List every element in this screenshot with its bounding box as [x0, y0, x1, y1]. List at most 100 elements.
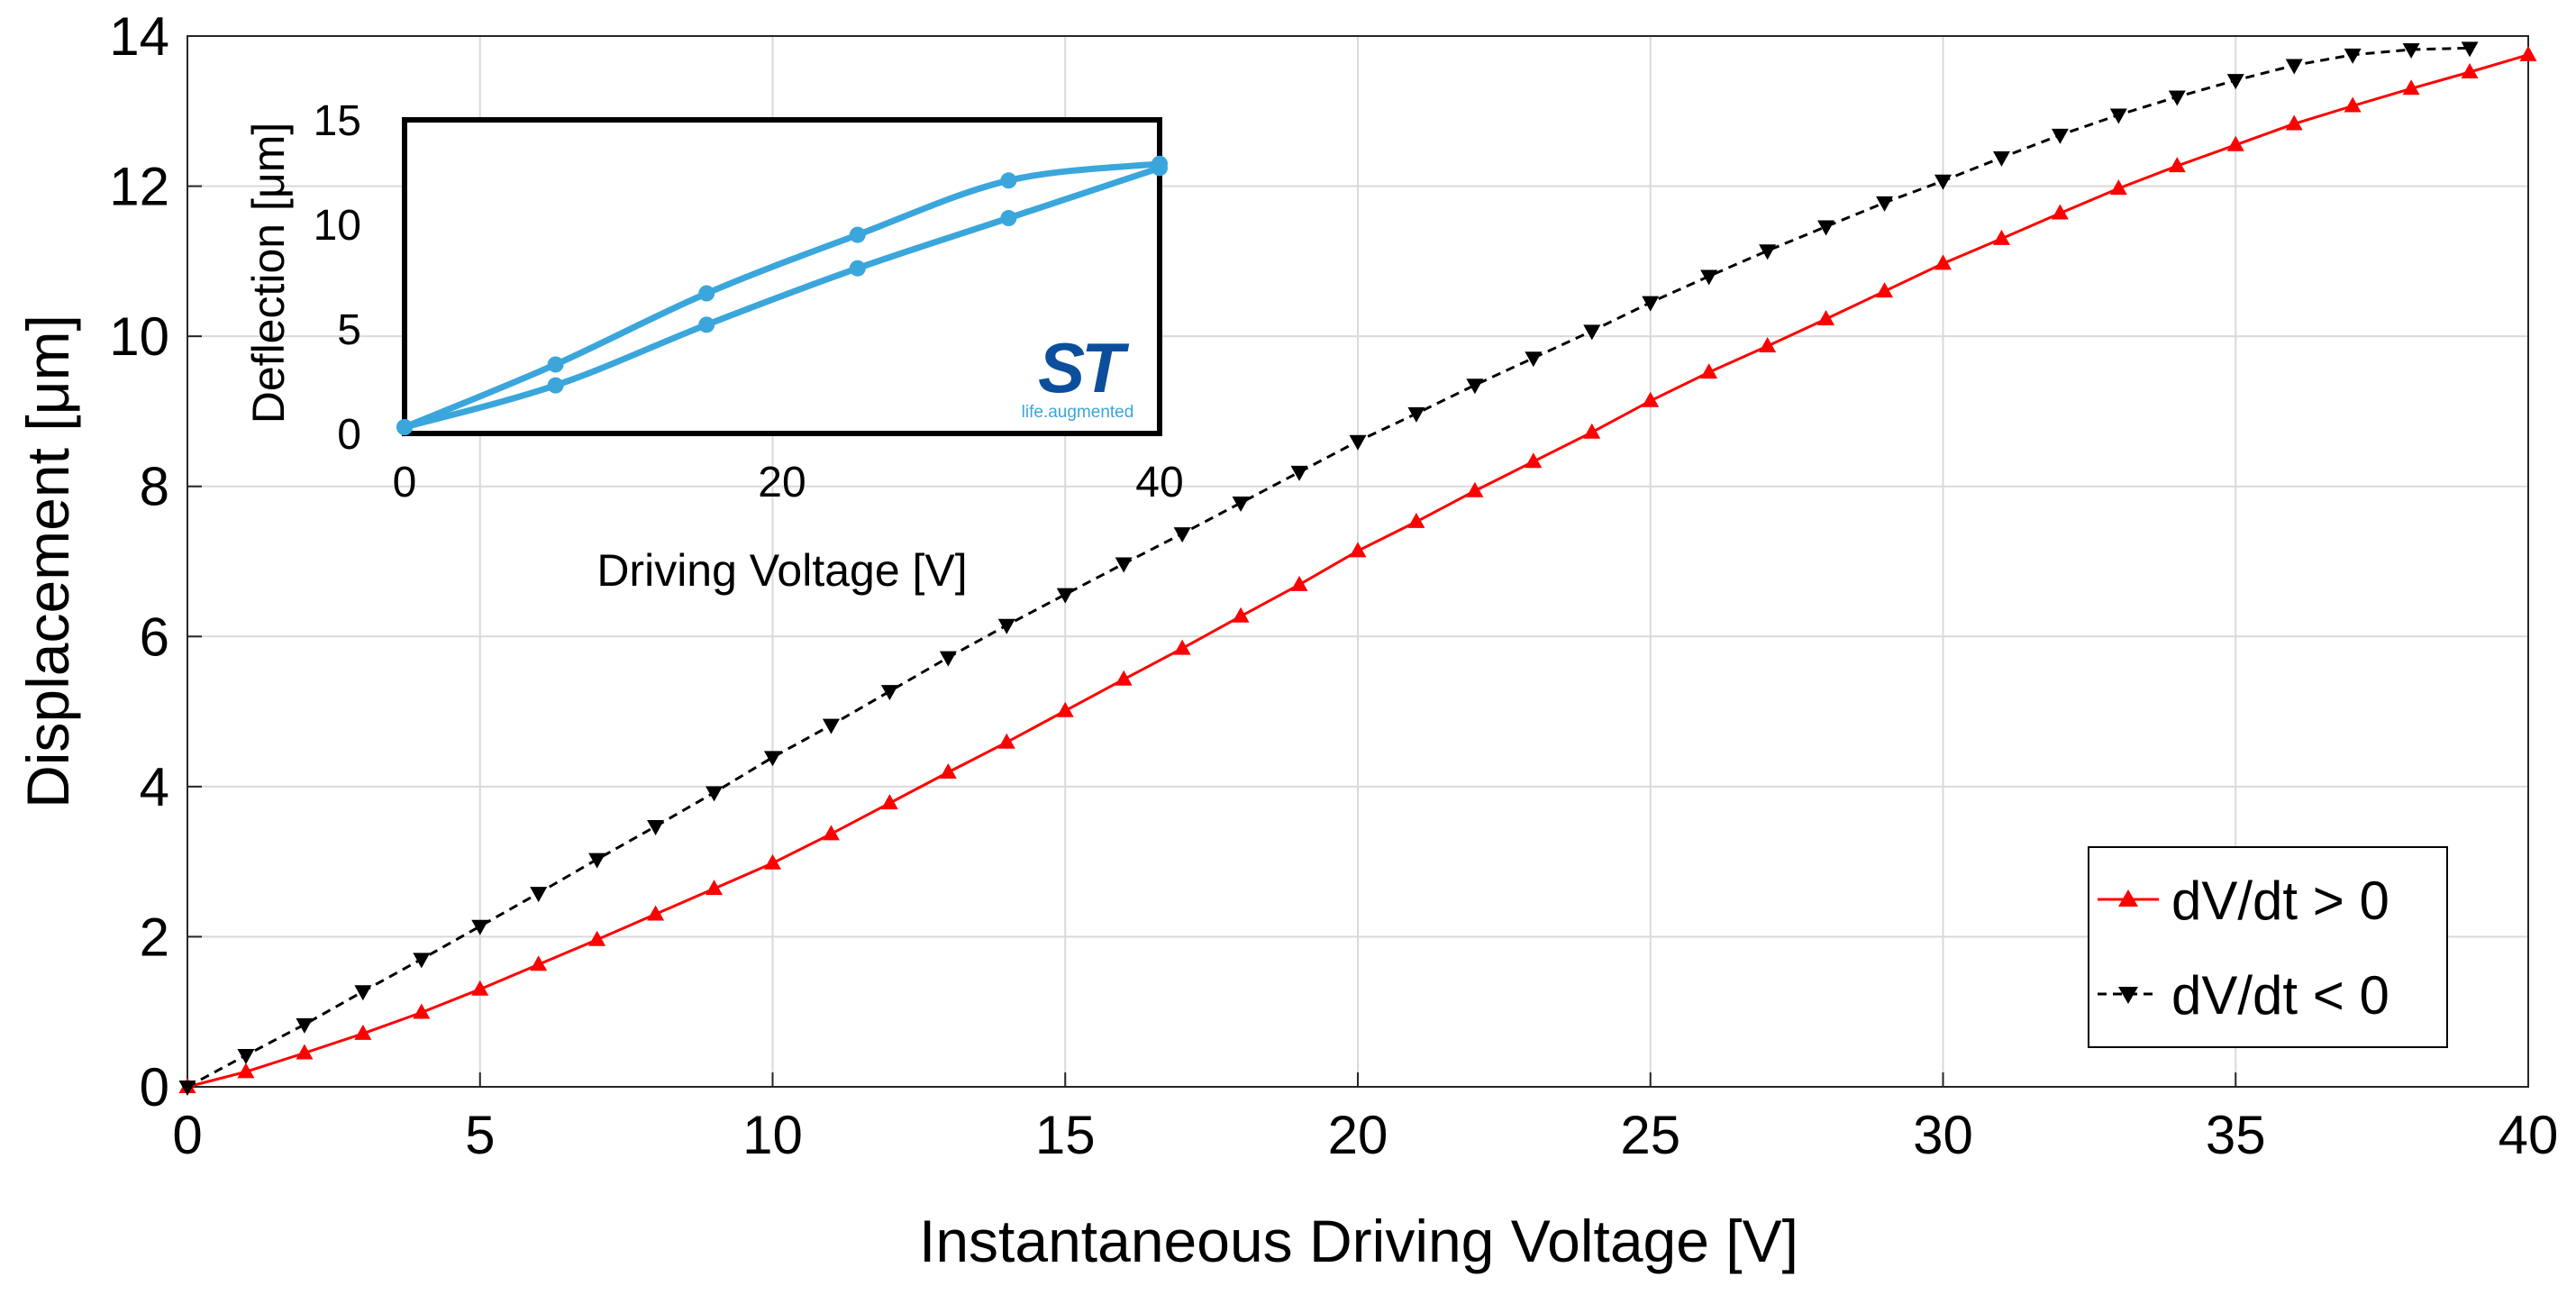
- inset-chart: 0 20 40 0 5 10 15 Driving Voltage [V] Deflect…: [243, 97, 1184, 596]
- data-point: [2226, 74, 2244, 90]
- inset-y-tick-label: 10: [314, 202, 361, 250]
- inset-x-tick-label: 0: [393, 459, 417, 506]
- inset-x-axis-label: Driving Voltage [V]: [596, 545, 967, 596]
- legend-marker-rising: [2118, 889, 2138, 907]
- inset-data-point: [849, 226, 866, 243]
- data-point: [1232, 606, 1250, 623]
- data-point: [413, 1003, 431, 1019]
- data-point: [1817, 309, 1835, 325]
- data-point: [1992, 150, 2010, 167]
- data-point: [2226, 135, 2244, 151]
- series-rising: [178, 45, 2537, 1093]
- series-falling: [178, 41, 2479, 1096]
- main-x-tick-labels: 0 5 10 15 20 25 30 35 40: [172, 1105, 2558, 1165]
- inset-y-tick-label: 0: [337, 411, 361, 459]
- inset-data-point: [849, 260, 866, 277]
- data-point: [1700, 269, 1718, 286]
- data-point: [296, 1044, 314, 1060]
- data-point: [1349, 434, 1367, 451]
- inset-x-tick-label: 40: [1135, 459, 1183, 506]
- inset-data-point: [547, 356, 564, 373]
- inset-series-layer: [396, 155, 1168, 436]
- main-y-axis-label: Displacement [μm]: [14, 315, 81, 808]
- main-plot-frame: [187, 35, 2529, 1088]
- y-tick-label: 12: [109, 157, 169, 217]
- y-tick-label: 8: [140, 457, 169, 517]
- inset-y-tick-label: 15: [314, 97, 361, 145]
- data-point: [1525, 351, 1543, 368]
- st-logo-tagline: life.augmented: [1022, 403, 1134, 422]
- data-point: [1759, 244, 1777, 260]
- data-point: [1583, 324, 1601, 341]
- data-point: [2461, 41, 2479, 58]
- inset-series-loading: [396, 160, 1168, 436]
- data-point: [2285, 59, 2303, 75]
- y-tick-label: 2: [140, 907, 169, 967]
- x-tick-label: 0: [172, 1105, 202, 1165]
- data-point: [296, 1017, 314, 1034]
- data-point: [997, 733, 1015, 749]
- data-point: [2285, 114, 2303, 131]
- data-point: [1466, 378, 1484, 395]
- data-point: [1407, 512, 1425, 528]
- data-point: [822, 825, 840, 841]
- data-point: [1466, 481, 1484, 497]
- inset-y-axis-label: Deflection [μm]: [243, 123, 294, 424]
- x-tick-label: 20: [1328, 1105, 1388, 1165]
- data-point: [588, 853, 606, 869]
- inset-plot-frame: [402, 117, 1162, 436]
- data-point: [588, 930, 606, 946]
- inset-data-point: [698, 285, 715, 302]
- data-point: [1700, 363, 1718, 379]
- data-point: [1525, 452, 1543, 469]
- data-point: [764, 853, 781, 870]
- data-point: [1173, 639, 1191, 655]
- data-point: [1056, 701, 1074, 717]
- inset-curve: [404, 165, 1161, 431]
- x-tick-label: 25: [1620, 1105, 1680, 1165]
- data-point: [997, 618, 1015, 634]
- y-tick-label: 6: [140, 606, 169, 667]
- y-tick-label: 0: [140, 1057, 169, 1117]
- data-point: [1934, 174, 1952, 190]
- inset-background: [404, 119, 1161, 434]
- legend-label-falling: dV/dt < 0: [2171, 965, 2389, 1026]
- data-point: [1115, 557, 1133, 573]
- data-point: [1056, 588, 1074, 604]
- inset-curve: [403, 160, 1161, 431]
- data-point: [1817, 220, 1835, 236]
- st-logo: ST life.augmented: [1022, 328, 1134, 422]
- data-point: [1407, 406, 1425, 423]
- x-tick-label: 35: [2206, 1105, 2266, 1165]
- data-point: [822, 718, 840, 734]
- data-point: [237, 1062, 255, 1079]
- data-point: [2344, 96, 2362, 113]
- inset-data-point: [698, 316, 715, 333]
- data-point: [530, 955, 548, 971]
- data-point: [1992, 229, 2010, 245]
- data-point: [880, 794, 898, 810]
- inset-data-point: [547, 377, 564, 394]
- x-tick-label: 15: [1035, 1105, 1096, 1165]
- data-point: [1642, 296, 1660, 312]
- data-point: [1759, 336, 1777, 352]
- data-point: [647, 819, 665, 835]
- data-point: [2168, 90, 2186, 106]
- data-point: [2402, 42, 2420, 59]
- data-point: [178, 1081, 196, 1096]
- data-point: [880, 685, 898, 701]
- main-y-tick-labels: 0 2 4 6 8 10 12 14: [109, 6, 169, 1117]
- x-tick-label: 5: [465, 1105, 495, 1165]
- data-point: [471, 980, 489, 996]
- inset-y-tick-labels: 0 5 10 15: [314, 97, 361, 459]
- data-point: [471, 919, 489, 935]
- legend-label-rising: dV/dt > 0: [2171, 871, 2389, 931]
- data-point: [2051, 204, 2069, 220]
- data-point: [1349, 542, 1367, 558]
- data-point: [354, 985, 372, 1001]
- inset-x-tick-labels: 0 20 40: [393, 459, 1184, 506]
- legend-box: [2088, 846, 2448, 1048]
- data-point: [237, 1049, 255, 1065]
- inset-data-point: [1000, 210, 1017, 227]
